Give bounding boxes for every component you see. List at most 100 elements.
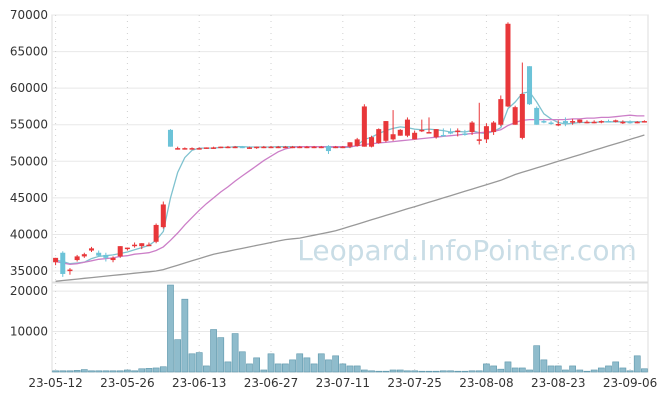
candle [182, 147, 188, 150]
candle-body [512, 107, 518, 125]
x-tick-label: 23-05-12 [28, 376, 82, 390]
candle-body [369, 137, 375, 147]
volume-bar [633, 355, 641, 373]
candle-body [88, 248, 95, 251]
candle [304, 145, 310, 149]
candle-body [239, 146, 245, 149]
candle-body [282, 146, 288, 149]
candle-body [634, 121, 640, 124]
candle-body [304, 146, 310, 149]
candle-body [483, 126, 489, 140]
candle-body [60, 252, 66, 274]
volume-bar [375, 370, 383, 373]
candle [297, 145, 303, 149]
candle-body [160, 204, 166, 228]
volume-bar [224, 361, 232, 373]
candle-body [318, 146, 324, 149]
candle [404, 117, 410, 138]
candle [167, 129, 173, 147]
candle [605, 119, 612, 123]
candle [211, 146, 217, 149]
candle [462, 129, 468, 136]
candle [318, 145, 324, 149]
candle-body [218, 146, 224, 149]
volume-bar [317, 353, 325, 373]
candle-body [354, 139, 360, 146]
volume-bar [533, 345, 541, 373]
candle-body [577, 119, 583, 123]
candle-body [67, 269, 73, 272]
candle [81, 252, 87, 258]
volume-bar [174, 339, 182, 373]
volume-bar [418, 370, 426, 373]
volume-bar [253, 357, 261, 373]
volume-bar [59, 370, 67, 373]
candle-body [275, 146, 281, 149]
candle [196, 147, 202, 150]
candle-body [548, 122, 554, 125]
candle-body [534, 107, 540, 125]
volume-bar [425, 370, 433, 373]
candle [491, 121, 497, 135]
volume-bar [231, 333, 239, 373]
volume-bar [540, 359, 548, 373]
volume-y-tick-label: 20000 [10, 284, 48, 298]
candle-body [211, 147, 217, 149]
volume-bar [511, 367, 519, 373]
volume-y-tick-label: 10000 [10, 325, 48, 339]
candle-body [419, 129, 425, 132]
volume-bar [52, 370, 59, 373]
candle [548, 121, 554, 125]
candle-body [153, 224, 159, 242]
volume-bar [109, 370, 117, 373]
candle-body [232, 146, 238, 149]
candle [347, 142, 353, 149]
volume-bar [167, 284, 174, 373]
volume-bar [238, 351, 246, 373]
candle-body [641, 121, 647, 123]
x-tick-label: 23-06-13 [172, 376, 226, 390]
candle [88, 246, 95, 253]
candle-body [404, 119, 410, 136]
volume-bar [576, 369, 584, 373]
candle-body [146, 244, 152, 247]
candle-body [527, 66, 533, 105]
candle-body [96, 252, 102, 256]
volume-bar [210, 329, 217, 373]
candle [570, 118, 576, 125]
candle-body [440, 134, 446, 137]
candle-body [620, 121, 626, 124]
volume-bar [483, 363, 490, 373]
candle [433, 129, 439, 139]
volume-bar [439, 370, 447, 373]
candle [512, 105, 518, 125]
price-y-tick-label: 50000 [10, 154, 48, 168]
candle [225, 145, 231, 149]
volume-bars [52, 284, 648, 373]
candle [476, 102, 482, 145]
candle-body [361, 106, 367, 147]
candle-body [376, 129, 382, 144]
volume-bar [526, 369, 533, 373]
candle-body [570, 121, 576, 123]
candle [390, 110, 396, 141]
volume-bar [88, 370, 95, 373]
volume-bar [619, 367, 627, 373]
candle [455, 128, 461, 137]
candle [591, 120, 597, 124]
candle-body [627, 121, 633, 124]
volume-bar [116, 370, 124, 373]
volume-bar [382, 370, 390, 373]
volume-bar [282, 363, 289, 373]
candle [641, 120, 647, 123]
price-y-tick-label: 45000 [10, 191, 48, 205]
volume-bar [554, 365, 562, 373]
volume-bar [353, 365, 361, 373]
candle-body [203, 147, 209, 149]
candle-body [268, 146, 274, 149]
candle-body [132, 244, 138, 247]
x-tick-label: 23-07-11 [316, 376, 370, 390]
price-y-tick-label: 40000 [10, 227, 48, 241]
watermark-text: Leopard.InfoPointer.com [297, 234, 636, 267]
